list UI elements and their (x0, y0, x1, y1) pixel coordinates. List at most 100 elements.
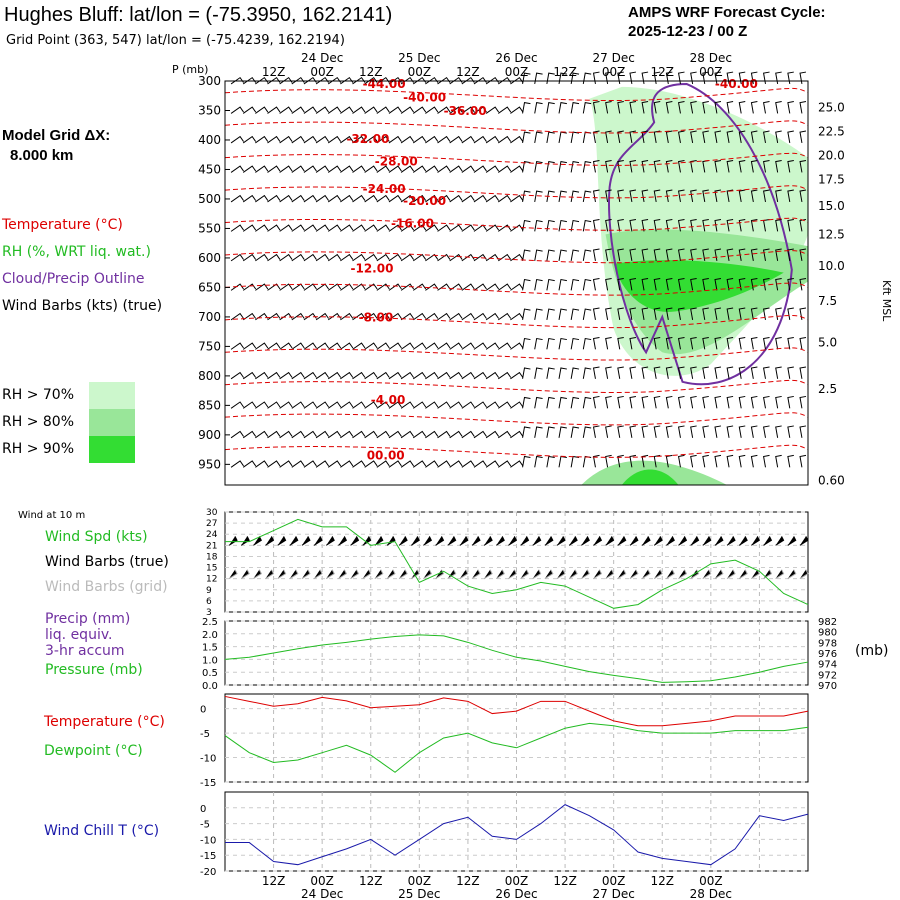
height-tick-label: 12.5 (818, 227, 845, 241)
grid-barb (338, 569, 348, 580)
wind-barb (738, 336, 746, 350)
wind-barb (510, 224, 524, 232)
grid-label: Model Grid ΔX: (2, 127, 111, 144)
wind-barb (327, 342, 342, 350)
grid-barb (398, 569, 408, 580)
wind-barb (303, 106, 317, 114)
wind-barb (629, 160, 637, 173)
wind-tick-label: 27 (206, 519, 217, 529)
wind-barb (315, 165, 329, 173)
wind-barb (546, 396, 555, 409)
wind-barb (473, 460, 487, 468)
wind-barb (267, 106, 281, 114)
wind-barb (412, 135, 427, 144)
wind-barb (702, 101, 709, 114)
wind-barb (570, 396, 580, 409)
wind-barb (787, 277, 794, 291)
wind-barb (425, 194, 439, 203)
wind-barb (364, 312, 378, 321)
wind-barb (738, 277, 746, 291)
wind-barb (582, 426, 592, 438)
wind-barb (364, 371, 378, 380)
wind-barb (437, 460, 451, 468)
wind-barb (291, 342, 305, 350)
time-tick-label-bottom: 00Z (310, 874, 334, 888)
wind-barb (267, 460, 281, 468)
wind-barb (787, 248, 794, 261)
wind-barb (690, 130, 697, 144)
wind-barb (653, 189, 661, 202)
wind-barb (546, 190, 555, 202)
wind-barb (425, 371, 439, 380)
wind-barb (690, 307, 697, 320)
pressure-tick-label-right: 970 (818, 681, 837, 692)
wind-tick-label: 18 (206, 552, 218, 562)
wind-barb (352, 283, 366, 291)
true-barb (253, 536, 262, 546)
rh-surface-core (621, 469, 679, 485)
time-tick-label-bottom: 12Z (262, 874, 286, 888)
wind-barb (738, 219, 746, 232)
true-barb (520, 536, 530, 546)
wind-barb (522, 278, 531, 291)
wind-barb (799, 307, 807, 320)
wind-barb (592, 130, 600, 144)
wind-barb (473, 401, 487, 409)
wind-barb (522, 337, 531, 350)
wind-barb (437, 283, 451, 291)
wind-barb (510, 371, 524, 380)
wind-barb (485, 106, 500, 114)
grid-barb (240, 569, 250, 580)
wind-barb (473, 342, 487, 350)
wind-barb (665, 189, 673, 202)
wind-barb (558, 337, 567, 350)
grid-barb (702, 569, 712, 580)
wind-barb (522, 396, 531, 409)
wind-barb (352, 430, 366, 439)
wind-barb (473, 165, 487, 173)
wind-barb (388, 342, 402, 350)
wind-barb (255, 165, 269, 173)
true-barb (240, 536, 250, 546)
wind-barb (291, 312, 305, 321)
grid-barb (410, 569, 420, 580)
wind-barb (726, 130, 734, 144)
wind-barb (376, 460, 390, 468)
temperature-contour-label: -44.00 (363, 77, 406, 91)
wind-barb (799, 425, 807, 438)
wind-barb (605, 248, 612, 261)
wind-barb (677, 425, 685, 438)
wind-barb (726, 454, 734, 468)
wind-barb (242, 371, 257, 380)
wind-barb (510, 312, 524, 321)
pressure-tick-label-right: 972 (818, 670, 837, 681)
wind-barb (400, 401, 415, 409)
wind-barb (570, 367, 580, 379)
true-barb (617, 536, 627, 546)
temperature-contour-label: -8.00 (359, 311, 394, 325)
wind-barb (425, 430, 439, 439)
grid-barb (666, 569, 675, 580)
wind-barb (677, 130, 685, 144)
grid-barb (374, 569, 384, 580)
temperature-contour (224, 444, 809, 458)
wind-barb (558, 278, 567, 291)
wind-barb (582, 72, 592, 85)
wind-barb (279, 135, 293, 144)
true-barb (641, 536, 651, 546)
wind-barb (449, 401, 463, 409)
wind-barb (605, 277, 612, 291)
wind-barb (558, 102, 567, 114)
wind-tick-label: 12 (206, 575, 217, 585)
wind-barb (799, 71, 807, 85)
wind-barb (546, 426, 555, 438)
date-tick-label-bottom: 27 Dec (593, 887, 635, 900)
wind-barb (677, 189, 685, 202)
wind-barb (303, 224, 317, 232)
wind-barb (665, 160, 673, 173)
wind-barb (400, 430, 415, 439)
wind-barb (534, 219, 543, 232)
temperature-contour-label: -40.00 (403, 91, 446, 105)
time-tick-label: 00Z (699, 65, 723, 79)
